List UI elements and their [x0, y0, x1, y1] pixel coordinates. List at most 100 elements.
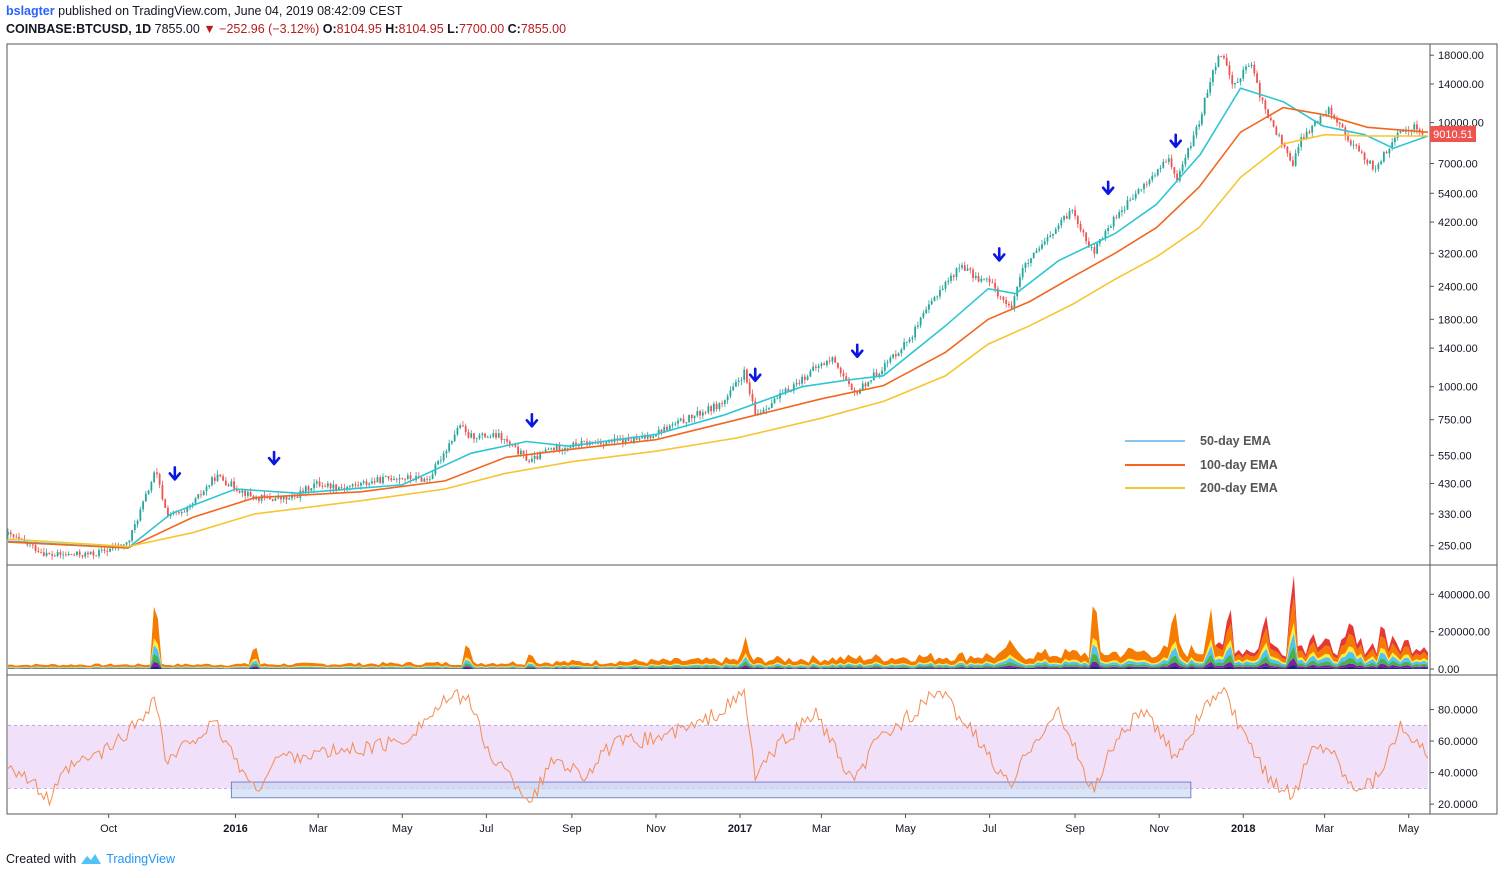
candle-body [100, 549, 103, 551]
candle-body [886, 361, 889, 364]
down-arrow-icon [850, 343, 864, 359]
candle-body [42, 552, 45, 556]
candle-body [602, 444, 605, 446]
candle-body [1247, 66, 1250, 67]
candle-body [161, 484, 164, 500]
candle-body [194, 498, 197, 504]
candle-body [892, 354, 894, 358]
candle-body [139, 509, 142, 521]
candle-body [475, 438, 478, 440]
candle-body [737, 380, 740, 383]
open-label: O: [322, 22, 337, 36]
low-value: 7700.00 [458, 22, 505, 36]
candle-body [779, 393, 781, 399]
candle-body [1275, 126, 1278, 135]
candle-body [826, 360, 828, 366]
candle-body [495, 433, 497, 438]
rsi-pane [7, 686, 1429, 807]
candle-body [1264, 100, 1267, 110]
candle-body [95, 555, 98, 557]
candle-body [1347, 135, 1349, 141]
candle-body [1156, 169, 1159, 176]
candle-body [652, 436, 655, 438]
candle-body [1360, 151, 1363, 153]
candle-body [489, 436, 492, 438]
candle-body [1087, 241, 1090, 248]
candle-body [326, 483, 329, 487]
candle-body [1016, 286, 1019, 297]
candle-body [398, 478, 401, 480]
candle-body [12, 534, 15, 537]
candle-body [1261, 97, 1264, 101]
candle-body [1198, 124, 1201, 127]
candle-body [861, 383, 864, 390]
volume-layer [8, 596, 1428, 668]
candle-body [178, 512, 180, 514]
candle-body [955, 268, 958, 277]
candle-body [633, 437, 635, 442]
candle-body [291, 495, 293, 499]
candle-body [883, 363, 886, 371]
candle-body [1013, 296, 1016, 309]
candle-body [497, 433, 500, 438]
candle-body [70, 553, 73, 555]
candle-body [183, 511, 186, 513]
volume-pane [8, 575, 1428, 669]
down-triangle-icon: ▼ [203, 22, 216, 36]
symbol-label[interactable]: COINBASE:BTCUSD, 1D [6, 22, 152, 36]
candle-body [685, 422, 688, 424]
time-tick-label: 2017 [728, 823, 752, 835]
time-tick-label: Nov [646, 823, 666, 835]
price-badge-bg [1430, 126, 1476, 142]
price-tick-label: 3200.00 [1438, 248, 1478, 260]
down-arrow-icon [1101, 180, 1115, 196]
candle-body [1178, 171, 1181, 181]
candle-body [508, 441, 511, 445]
candle-body [448, 443, 451, 452]
candle-body [1057, 225, 1060, 230]
candle-body [31, 544, 34, 546]
candle-body [1380, 161, 1383, 164]
candle-body [977, 276, 980, 282]
candle-body [81, 555, 84, 557]
candle-body [1030, 258, 1032, 264]
candle-body [688, 414, 690, 423]
candle-body [597, 442, 599, 444]
candle-body [368, 483, 371, 485]
legend-label-ema50: 50-day EMA [1200, 434, 1271, 448]
candle-body [1054, 229, 1057, 234]
candle-body [928, 304, 930, 310]
candle-body [277, 496, 280, 499]
candle-body [142, 501, 145, 510]
candle-body [939, 290, 941, 297]
axes: 18000.00 14000.00 10000.00 7000.00 5400.00 42… [100, 50, 1490, 835]
candle-body [919, 317, 922, 326]
candle-body [1421, 131, 1424, 135]
candle-body [462, 425, 464, 427]
candle-body [699, 411, 701, 416]
publish-info: bslagter published on TradingView.com, J… [6, 4, 403, 18]
candle-body [1355, 144, 1358, 146]
candle-body [158, 474, 161, 485]
candle-body [897, 353, 900, 357]
candle-body [401, 478, 404, 479]
time-tick-label: Mar [1315, 823, 1334, 835]
time-tick-label: Mar [309, 823, 328, 835]
candle-body [577, 445, 580, 447]
candle-body [136, 520, 139, 525]
candle-body [428, 479, 431, 480]
last-price: 7855.00 [154, 22, 200, 36]
candle-body [803, 376, 806, 380]
tradingview-brand[interactable]: TradingView [106, 852, 175, 866]
candle-body [1217, 55, 1220, 67]
candle-body [809, 370, 812, 377]
candle-body [668, 425, 671, 431]
candle-body [169, 514, 172, 517]
author-link[interactable]: bslagter [6, 4, 55, 18]
candle-body [241, 490, 244, 493]
candle-body [522, 450, 525, 454]
candle-body [558, 444, 561, 451]
candle-body [249, 491, 252, 497]
candle-body [735, 382, 737, 387]
